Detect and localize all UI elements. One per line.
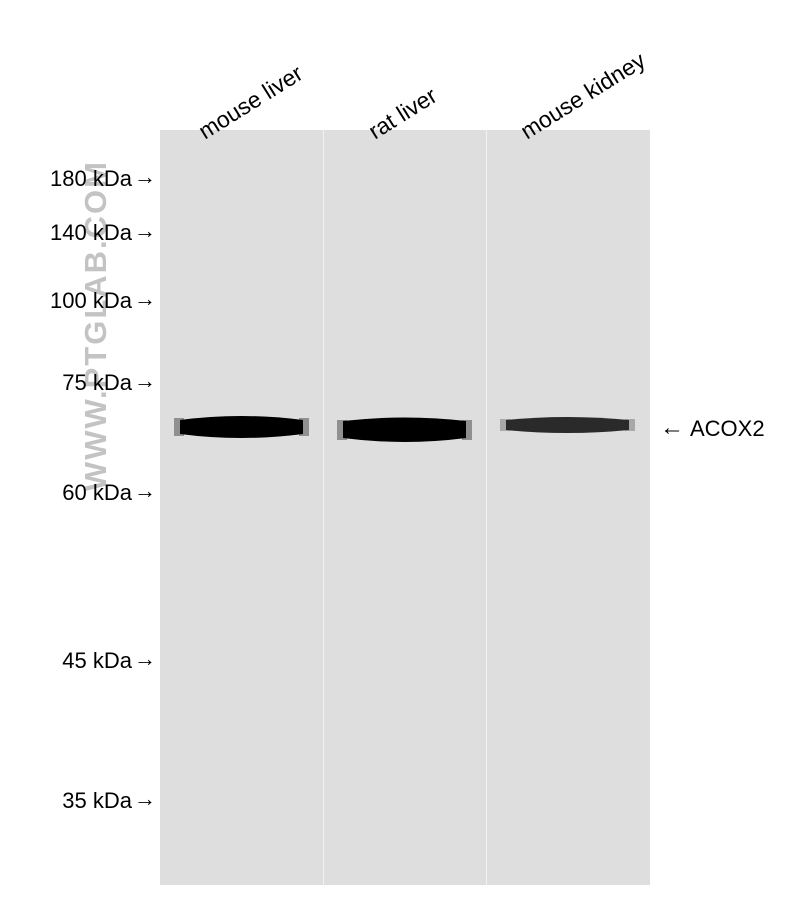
marker-label: 35 kDa: [62, 788, 132, 814]
marker-label: 75 kDa: [62, 370, 132, 396]
target-arrow-icon: ←: [660, 414, 684, 442]
marker-label: 180 kDa: [50, 166, 132, 192]
marker-arrow-icon: →: [134, 218, 156, 244]
target-label: ACOX2: [690, 416, 765, 442]
marker-label: 45 kDa: [62, 648, 132, 674]
band-lane-2: [500, 414, 635, 436]
lane-divider: [486, 130, 487, 885]
marker-label: 60 kDa: [62, 480, 132, 506]
marker-arrow-icon: →: [134, 286, 156, 312]
marker-arrow-icon: →: [134, 478, 156, 504]
watermark-text: WWW.PTGLAB.COM: [78, 160, 114, 491]
marker-label: 100 kDa: [50, 288, 132, 314]
blot-membrane: [160, 130, 650, 885]
marker-arrow-icon: →: [134, 646, 156, 672]
band-lane-1: [337, 414, 472, 446]
band-lane-0: [174, 412, 309, 442]
lane-divider: [323, 130, 324, 885]
figure-container: WWW.PTGLAB.COM mouse liver rat liver mou…: [0, 0, 800, 903]
marker-arrow-icon: →: [134, 164, 156, 190]
marker-arrow-icon: →: [134, 786, 156, 812]
marker-arrow-icon: →: [134, 368, 156, 394]
marker-label: 140 kDa: [50, 220, 132, 246]
